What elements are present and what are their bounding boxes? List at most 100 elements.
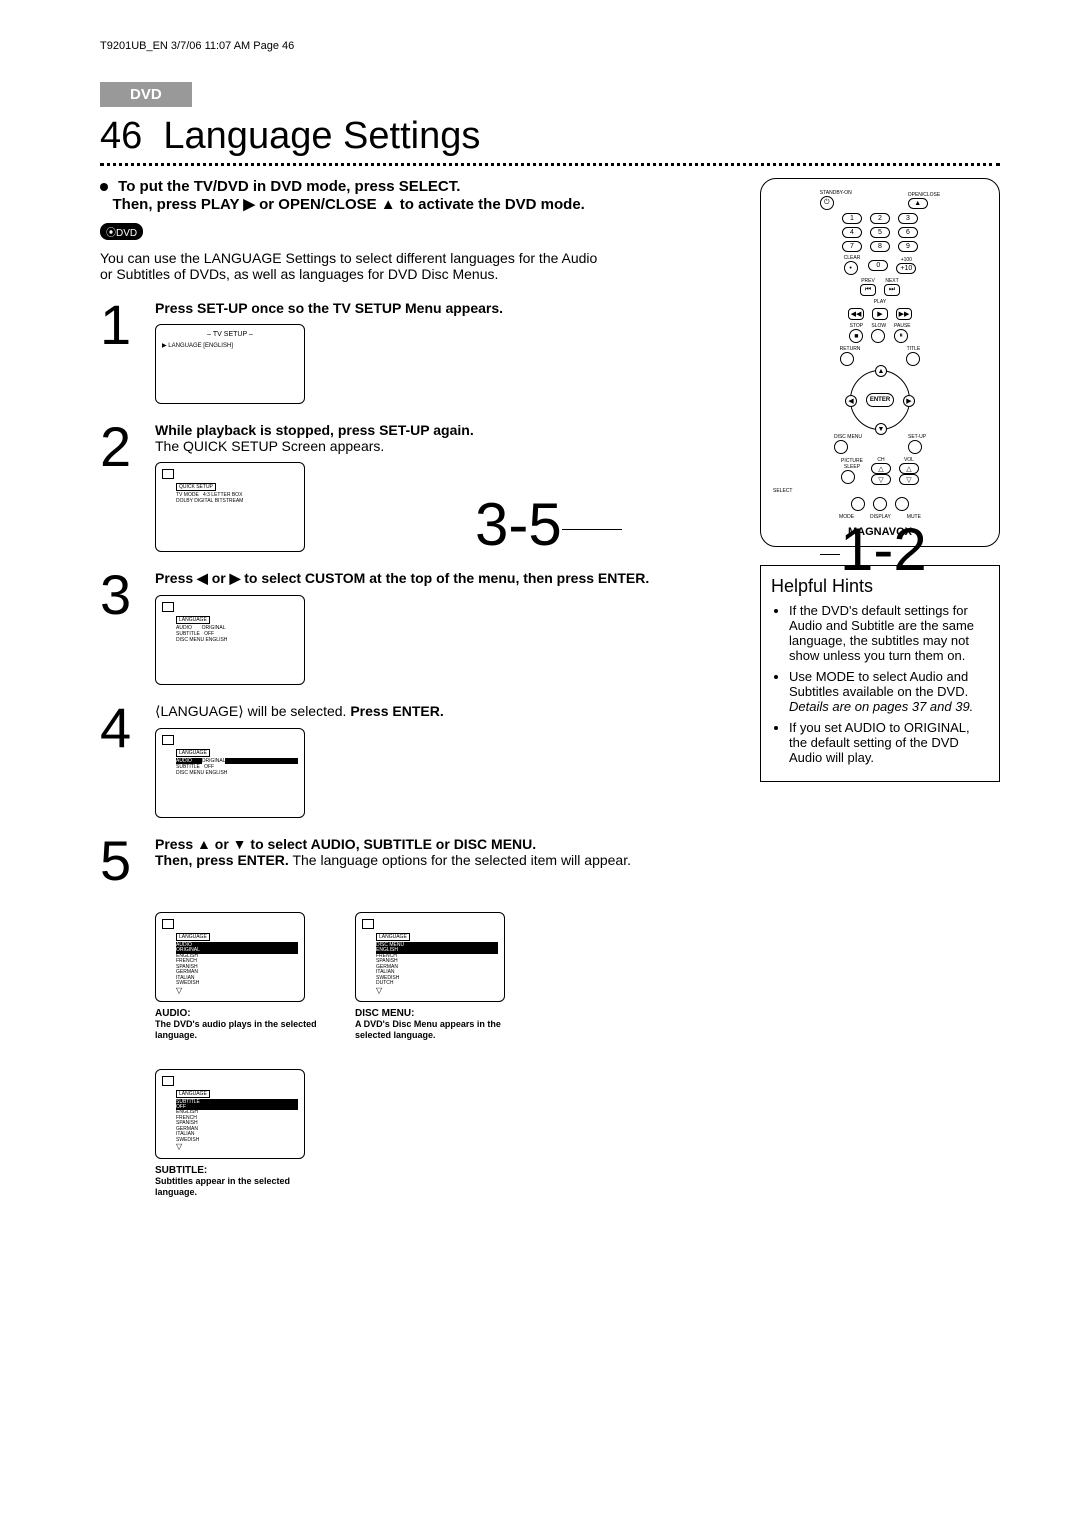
hint-3: If you set AUDIO to ORIGINAL, the defaul… — [789, 720, 989, 765]
dvd-pill: ⦿DVD — [100, 223, 143, 240]
s4-r3: DISC MENU — [176, 770, 204, 776]
discmenu-langs: ENGLISH FRENCH SPANISH GERMAN ITALIAN SW… — [376, 948, 498, 995]
title-icon — [906, 352, 920, 366]
lang-header-d: LANGUAGE — [376, 933, 410, 941]
hint-2: Use MODE to select Audio and Subtitles a… — [789, 669, 989, 714]
body-text: You can use the LANGUAGE Settings to sel… — [100, 250, 600, 282]
stop-icon: ■ — [849, 329, 863, 343]
ff-icon: ▶▶ — [896, 308, 912, 320]
label-ch: CH — [871, 457, 891, 463]
setup-icon — [908, 440, 922, 454]
caption-audio: AUDIO: — [155, 1008, 325, 1019]
eject-icon: ▲ — [908, 198, 928, 209]
sub-screens-row2: LANGUAGE SUBTITLE OFF ENGLISH FRENCH SPA… — [155, 1061, 720, 1198]
caption-disc-sub: A DVD's Disc Menu appears in the selecte… — [355, 1019, 525, 1041]
blank1-icon — [873, 497, 887, 511]
label-discmenu: DISC MENU — [834, 434, 862, 440]
remote-diagram: STANDBY-ON⏻OPEN/CLOSE▲ 123 456 789 CLEAR… — [760, 178, 1000, 547]
screen-language-sel: LANGUAGE AUDIO ORIGINAL SUBTITLE OFF DIS… — [155, 728, 305, 818]
btn-5: 5 — [870, 227, 890, 238]
ch-up-icon: △ — [871, 463, 891, 474]
page-number: 46 — [100, 115, 142, 157]
btn-4: 4 — [842, 227, 862, 238]
lang-header-a: LANGUAGE — [176, 933, 210, 941]
tv-icon — [162, 735, 174, 745]
tv-icon — [162, 602, 174, 612]
btn-3: 3 — [898, 213, 918, 224]
label-title: TITLE — [906, 346, 920, 352]
step-5-text1: Press ▲ or ▼ to select AUDIO, SUBTITLE o… — [155, 836, 536, 852]
pause-icon: ⏸ — [894, 329, 908, 343]
step-2-text: The QUICK SETUP Screen appears. — [155, 438, 384, 454]
section-tag: DVD — [100, 82, 192, 107]
tv-icon — [162, 1076, 174, 1086]
power-icon: ⏻ — [820, 196, 834, 210]
step-4: 4 ⟨LANGUAGE⟩ will be selected. Press ENT… — [100, 703, 720, 818]
label-setup: SET-UP — [908, 434, 926, 440]
caption-audio-sub: The DVD's audio plays in the selected la… — [155, 1019, 325, 1041]
callout-12: 1-2 — [820, 515, 927, 584]
screen-language-custom: LANGUAGE AUDIO ORIGINAL SUBTITLE OFF DIS… — [155, 595, 305, 685]
step-5-text2: Then, press ENTER. — [155, 852, 289, 868]
screen-tv-setup: – TV SETUP – ▶ LANGUAGE [ENGLISH] — [155, 324, 305, 404]
qs-row2v: BITSTREAM — [215, 498, 244, 504]
label-vol: VOL — [899, 457, 919, 463]
label-next: NEXT — [884, 278, 900, 284]
step-4-text: ⟨LANGUAGE⟩ will be selected. Press ENTER… — [155, 703, 444, 719]
label-open: OPEN/CLOSE — [908, 192, 941, 198]
up-arrow-icon: ▲ — [875, 365, 887, 377]
left-arrow-icon: ◀ — [845, 395, 857, 407]
btn-2: 2 — [870, 213, 890, 224]
label-pause: PAUSE — [894, 323, 911, 329]
step-num-5: 5 — [100, 836, 140, 886]
sub-screens-row1: LANGUAGE AUDIO ORIGINAL ENGLISH FRENCH S… — [155, 904, 720, 1041]
btn-9: 9 — [898, 241, 918, 252]
vol-down-icon: ▽ — [899, 474, 919, 485]
label-stop: STOP — [849, 323, 863, 329]
btn-7: 7 — [842, 241, 862, 252]
step-5-text3: The language options for the selected it… — [289, 852, 631, 868]
step-num-4: 4 — [100, 703, 140, 753]
label-prev: PREV — [860, 278, 876, 284]
label-slow: SLOW — [871, 323, 886, 329]
tv-icon — [162, 469, 174, 479]
intro-line2: Then, press PLAY ▶ or OPEN/CLOSE ▲ to ac… — [113, 196, 585, 213]
enter-ring: ▲ ▼ ◀ ▶ ENTER — [850, 370, 910, 430]
lang-header-s: LANGUAGE — [176, 1090, 210, 1098]
next-icon: ⏭ — [884, 284, 900, 296]
lang-header-3: LANGUAGE — [176, 616, 210, 624]
btn-8: 8 — [870, 241, 890, 252]
title-block: 46 Language Settings — [100, 115, 1000, 158]
helpful-hints: Helpful Hints If the DVD's default setti… — [760, 565, 1000, 782]
screen-subtitle-langs: LANGUAGE SUBTITLE OFF ENGLISH FRENCH SPA… — [155, 1069, 305, 1159]
step-2-text-bold: While playback is stopped, press SET-UP … — [155, 422, 474, 438]
label-select: SELECT — [773, 488, 995, 494]
callout-35: 3-5 — [475, 490, 622, 559]
enter-button: ENTER — [866, 393, 894, 407]
rew-icon: ◀◀ — [848, 308, 864, 320]
down-arrow-icon: ▼ — [875, 423, 887, 435]
ch-down-icon: ▽ — [871, 474, 891, 485]
play-icon: ▶ — [872, 308, 888, 320]
bignum-12: 1-2 — [840, 516, 927, 583]
s3-r3v: ENGLISH — [205, 637, 227, 643]
return-icon — [840, 352, 854, 366]
hint-1: If the DVD's default settings for Audio … — [789, 603, 989, 663]
step-num-2: 2 — [100, 422, 140, 472]
hint-2b: Details are on pages 37 and 39. — [789, 699, 973, 714]
bullet-icon — [100, 183, 108, 191]
btn-1: 1 — [842, 213, 862, 224]
tv-icon — [162, 919, 174, 929]
hint-2a: Use MODE to select Audio and Subtitles a… — [789, 669, 968, 699]
lang-header-4: LANGUAGE — [176, 749, 210, 757]
select-icon — [851, 497, 865, 511]
qs-row2: DOLBY DIGITAL — [176, 498, 213, 504]
step-1: 1 Press SET-UP once so the TV SETUP Menu… — [100, 300, 720, 404]
btn-6: 6 — [898, 227, 918, 238]
tv-icon — [362, 919, 374, 929]
screen-discmenu-langs: LANGUAGE DISC MENU ENGLISH FRENCH SPANIS… — [355, 912, 505, 1002]
discmenu-icon — [834, 440, 848, 454]
btn-0: 0 — [868, 260, 888, 271]
step-num-3: 3 — [100, 570, 140, 620]
tv-setup-title: – TV SETUP – — [162, 331, 298, 338]
